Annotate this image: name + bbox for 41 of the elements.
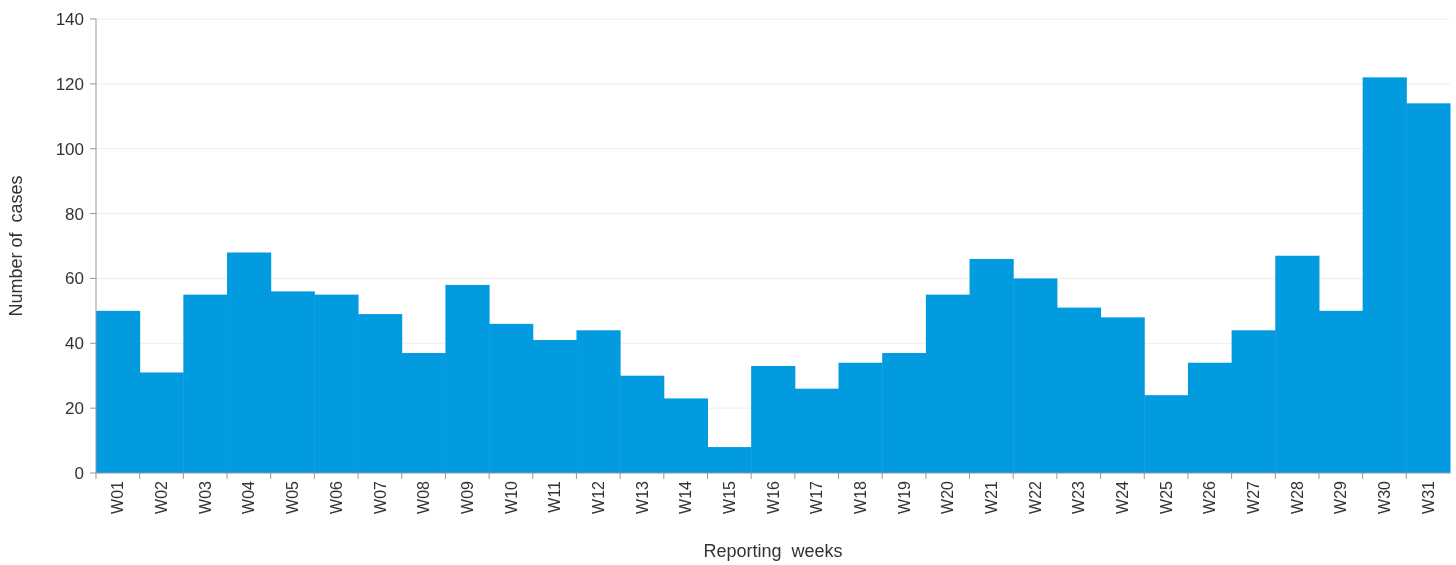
x-tick-label: W18 [851,480,869,514]
x-axis-title: Reporting weeks [703,541,843,561]
x-tick-label: W13 [633,480,651,514]
x-tick-label: W22 [1026,480,1044,514]
y-tick-label: 60 [65,269,84,289]
y-tick-label: 100 [55,139,84,159]
x-tick-label: W30 [1376,480,1394,514]
x-tick-label: W19 [895,480,913,514]
x-tick-label: W15 [720,480,738,514]
x-tick-label: W31 [1419,480,1437,514]
x-tick-label: W17 [808,480,826,514]
x-tick-label: W12 [589,480,607,514]
x-tick-label: W26 [1201,480,1219,514]
x-tick-label: W28 [1288,480,1306,514]
y-axis-title: Number of cases [6,175,26,317]
x-tick-label: W24 [1114,480,1132,514]
x-tick-label: W02 [153,480,171,514]
x-tick-label: W10 [502,480,520,514]
x-tick-label: W25 [1157,480,1175,514]
y-tick-label: 0 [74,463,84,483]
x-tick-label: W04 [240,480,258,514]
x-tick-label: W29 [1332,480,1350,514]
x-tick-label: W11 [546,480,564,513]
y-tick-label: 120 [55,74,84,94]
x-tick-label: W07 [371,480,389,514]
x-tick-label: W06 [327,480,345,514]
x-tick-label: W16 [764,480,782,514]
x-tick-label: W05 [284,480,302,514]
x-tick-label: W08 [415,480,433,514]
y-tick-label: 80 [65,204,84,224]
y-tick-label: 20 [65,399,84,419]
x-tick-label: W27 [1245,480,1263,514]
x-tick-label: W21 [982,480,1000,514]
x-tick-label: W20 [939,480,957,514]
x-tick-label: W09 [458,480,476,514]
x-tick-label: W01 [109,480,127,514]
x-tick-label: W14 [677,480,695,514]
x-tick-label: W23 [1070,480,1088,514]
x-tick-label: W03 [196,480,214,514]
y-tick-label: 40 [65,334,84,354]
y-tick-label: 140 [55,9,84,29]
